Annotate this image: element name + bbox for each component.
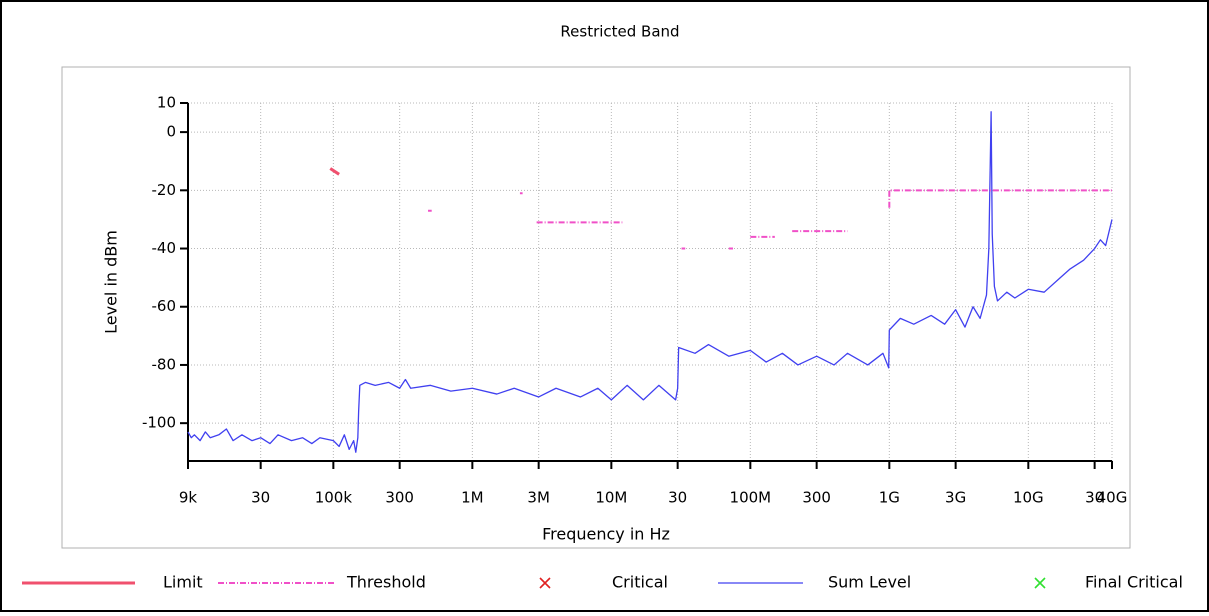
y-tick-label: -20 (152, 181, 177, 199)
x-tick-label: 1G (879, 489, 900, 507)
series-line (428, 189, 1112, 250)
y-tick-label: -40 (152, 239, 177, 257)
legend-marker (1034, 577, 1046, 589)
x-tick-label: 100k (315, 489, 353, 507)
plot-frame (61, 66, 1131, 549)
x-tick-label: 10M (595, 489, 627, 507)
x-tick-label: 1M (461, 489, 484, 507)
series-line (187, 111, 1113, 453)
series-line (329, 167, 340, 176)
legend-label: Critical (612, 573, 668, 592)
x-tick-label: 30 (668, 489, 687, 507)
legend-label: Final Critical (1085, 573, 1183, 592)
legend-marker (539, 577, 551, 589)
x-tick-label: 40G (1097, 489, 1128, 507)
y-tick-label: 10 (157, 94, 176, 112)
x-tick-label: 9k (179, 489, 198, 507)
x-tick-label: 300 (385, 489, 414, 507)
x-axis-label: Frequency in Hz (542, 525, 670, 544)
x-tick-label: 10G (1013, 489, 1044, 507)
chart-title: Restricted Band (560, 23, 679, 41)
legend-label: Limit (163, 573, 203, 592)
x-tick-label: 100M (730, 489, 772, 507)
legend-label: Threshold (346, 573, 426, 592)
x-tick-label: 300 (802, 489, 831, 507)
x-tick-label: 3M (527, 489, 550, 507)
legend-label: Sum Level (828, 573, 911, 592)
y-tick-label: -100 (142, 414, 176, 432)
y-axis-label: Level in dBm (102, 230, 121, 334)
y-tick-label: -60 (152, 297, 177, 315)
y-tick-label: -80 (152, 355, 177, 373)
x-tick-label: 30 (1085, 489, 1104, 507)
x-tick-label: 30 (251, 489, 270, 507)
y-tick-label: 0 (166, 123, 176, 141)
x-tick-label: 3G (945, 489, 966, 507)
